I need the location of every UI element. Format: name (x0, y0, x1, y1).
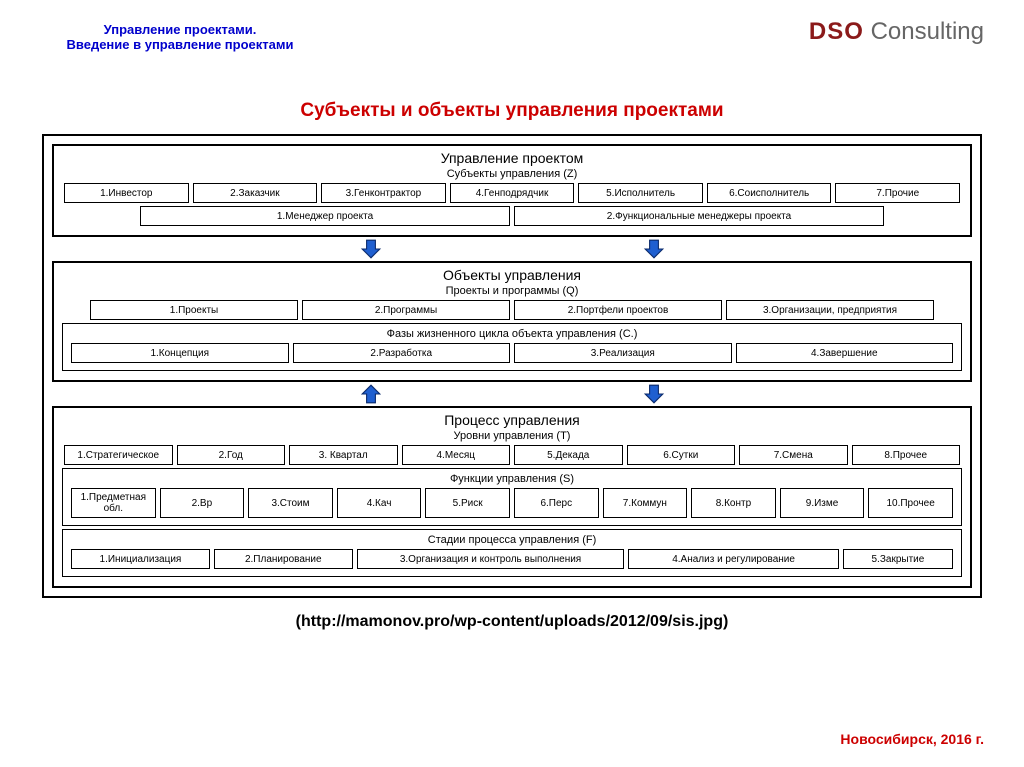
arrow-down-icon (360, 238, 382, 260)
cell: 2.Заказчик (193, 183, 318, 203)
cell: 1.Инвестор (64, 183, 189, 203)
block3-row1: 1.Стратегическое 2.Год 3. Квартал 4.Меся… (60, 445, 964, 465)
block3-row3: 1.Инициализация 2.Планирование 3.Организ… (67, 549, 957, 569)
footer: Новосибирск, 2016 г. (840, 731, 984, 747)
cell: 1.Предметная обл. (71, 488, 156, 518)
cell: 2.Функциональные менеджеры проекта (514, 206, 884, 226)
block-management: Управление проектом Субъекты управления … (52, 144, 972, 237)
cell: 1.Стратегическое (64, 445, 173, 465)
block2-inner: Фазы жизненного цикла объекта управления… (62, 323, 962, 371)
cell: 6.Сутки (627, 445, 736, 465)
cell: 9.Изме (780, 488, 865, 518)
block3-inner1: Функции управления (S) 1.Предметная обл.… (62, 468, 962, 526)
logo: DSO Consulting (809, 18, 984, 46)
cell: 3.Организация и контроль выполнения (357, 549, 625, 569)
arrows-2 (49, 383, 975, 405)
block-process: Процесс управления Уровни управления (T)… (52, 406, 972, 588)
header-line2: Введение в управление проектами (30, 37, 330, 52)
block1-row1: 1.Инвестор 2.Заказчик 3.Генконтрактор 4.… (60, 183, 964, 203)
block2-sub2: Фазы жизненного цикла объекта управления… (67, 328, 957, 340)
cell: 1.Инициализация (71, 549, 210, 569)
cell: 5.Декада (514, 445, 623, 465)
block3-inner2: Стадии процесса управления (F) 1.Инициал… (62, 529, 962, 577)
diagram-outer: Управление проектом Субъекты управления … (42, 134, 982, 598)
logo-dso: DSO (809, 18, 864, 45)
block1-row2: 1.Менеджер проекта 2.Функциональные мене… (60, 206, 964, 226)
block2-row2: 1.Концепция 2.Разработка 3.Реализация 4.… (67, 343, 957, 363)
block2-title: Объекты управления (60, 267, 964, 283)
block1-title: Управление проектом (60, 150, 964, 166)
cell: 5.Риск (425, 488, 510, 518)
cell: 2.Планирование (214, 549, 353, 569)
cell: 2.Год (177, 445, 286, 465)
arrow-down-icon (643, 238, 665, 260)
cell: 7.Смена (739, 445, 848, 465)
cell: 2.Портфели проектов (514, 300, 722, 320)
cell: 7.Коммун (603, 488, 688, 518)
cell: 4.Анализ и регулирование (628, 549, 838, 569)
cell: 7.Прочие (835, 183, 960, 203)
cell: 1.Концепция (71, 343, 289, 363)
cell: 3.Организации, предприятия (726, 300, 934, 320)
cell: 4.Завершение (736, 343, 954, 363)
logo-consulting: Consulting (864, 18, 984, 45)
block3-row2: 1.Предметная обл. 2.Вр 3.Стоим 4.Кач 5.Р… (67, 488, 957, 518)
block2-row1: 1.Проекты 2.Программы 2.Портфели проекто… (60, 300, 964, 320)
cell: 5.Закрытие (843, 549, 953, 569)
cell: 5.Исполнитель (578, 183, 703, 203)
cell: 1.Проекты (90, 300, 298, 320)
cell: 2.Программы (302, 300, 510, 320)
cell: 3.Стоим (248, 488, 333, 518)
header-line1: Управление проектами. (30, 22, 330, 37)
block1-sub: Субъекты управления (Z) (60, 168, 964, 180)
block-objects: Объекты управления Проекты и программы (… (52, 261, 972, 382)
arrow-down-icon (643, 383, 665, 405)
cell: 3.Реализация (514, 343, 732, 363)
cell: 1.Менеджер проекта (140, 206, 510, 226)
cell: 4.Месяц (402, 445, 511, 465)
cell: 10.Прочее (868, 488, 953, 518)
block3-sub3: Стадии процесса управления (F) (67, 534, 957, 546)
cell: 8.Прочее (852, 445, 961, 465)
arrow-up-icon (360, 383, 382, 405)
block3-sub2: Функции управления (S) (67, 473, 957, 485)
cell: 2.Разработка (293, 343, 511, 363)
block2-sub1: Проекты и программы (Q) (60, 285, 964, 297)
cell: 4.Кач (337, 488, 422, 518)
page-title: Субъекты и объекты управления проектами (30, 100, 994, 122)
cell: 8.Контр (691, 488, 776, 518)
arrows-1 (49, 238, 975, 260)
cell: 4.Генподрядчик (450, 183, 575, 203)
cell: 6.Соисполнитель (707, 183, 832, 203)
caption: (http://mamonov.pro/wp-content/uploads/2… (30, 613, 994, 631)
block3-title: Процесс управления (60, 412, 964, 428)
cell: 6.Перс (514, 488, 599, 518)
block3-sub1: Уровни управления (T) (60, 430, 964, 442)
cell: 3. Квартал (289, 445, 398, 465)
cell: 3.Генконтрактор (321, 183, 446, 203)
header-left: Управление проектами. Введение в управле… (30, 22, 330, 52)
cell: 2.Вр (160, 488, 245, 518)
